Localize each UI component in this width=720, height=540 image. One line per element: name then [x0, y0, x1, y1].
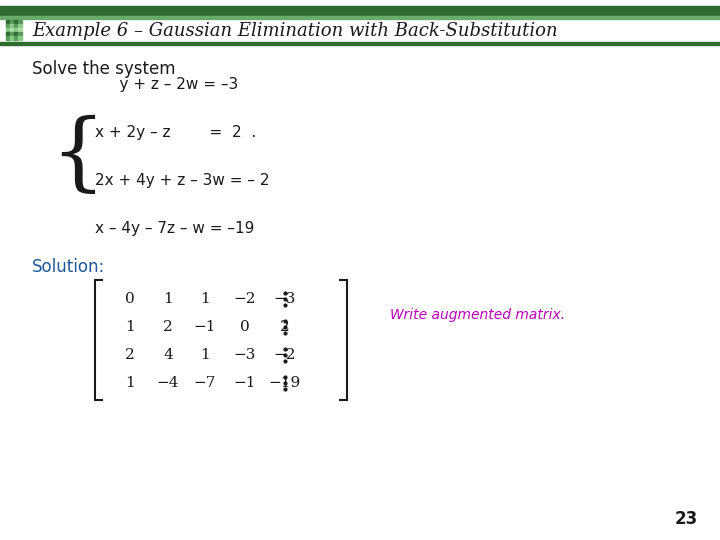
- Bar: [18, 28, 22, 32]
- Bar: [10, 24, 14, 28]
- Text: 0: 0: [240, 320, 250, 334]
- Text: 23: 23: [675, 510, 698, 528]
- Text: −1: −1: [194, 320, 216, 334]
- Bar: [0, 42, 720, 44]
- Text: 1: 1: [163, 292, 173, 306]
- Bar: [6, 32, 10, 36]
- Bar: [14, 36, 18, 40]
- Text: {: {: [50, 115, 105, 198]
- Bar: [14, 28, 18, 32]
- Bar: [18, 20, 22, 24]
- Text: 1: 1: [200, 348, 210, 362]
- Text: Example 6 – Gaussian Elimination with Back-Substitution: Example 6 – Gaussian Elimination with Ba…: [32, 22, 557, 40]
- Bar: [18, 32, 22, 36]
- Text: −7: −7: [194, 376, 216, 390]
- Text: −2: −2: [274, 348, 296, 362]
- Text: x + 2y – z        =  2  .: x + 2y – z = 2 .: [95, 125, 256, 140]
- Bar: [6, 28, 10, 32]
- Bar: [6, 20, 10, 24]
- Bar: [10, 36, 14, 40]
- Text: −3: −3: [274, 292, 296, 306]
- Text: Solution:: Solution:: [32, 258, 105, 276]
- Text: 2: 2: [163, 320, 173, 334]
- Text: 1: 1: [200, 292, 210, 306]
- Bar: [18, 36, 22, 40]
- Bar: [14, 24, 18, 28]
- Text: 0: 0: [125, 292, 135, 306]
- Bar: [0, 16, 720, 19]
- Text: −19: −19: [269, 376, 301, 390]
- Text: 2: 2: [280, 320, 290, 334]
- Bar: [6, 36, 10, 40]
- Bar: [18, 24, 22, 28]
- Text: x – 4y – 7z – w = –19: x – 4y – 7z – w = –19: [95, 220, 254, 235]
- Text: −2: −2: [234, 292, 256, 306]
- Bar: [14, 20, 18, 24]
- Bar: [6, 24, 10, 28]
- Text: y + z – 2w = –3: y + z – 2w = –3: [95, 78, 238, 92]
- Text: −1: −1: [234, 376, 256, 390]
- Text: 2: 2: [125, 348, 135, 362]
- Text: 1: 1: [125, 320, 135, 334]
- Text: Write augmented matrix.: Write augmented matrix.: [390, 308, 565, 322]
- Bar: [10, 32, 14, 36]
- Bar: [10, 28, 14, 32]
- Text: 1: 1: [125, 376, 135, 390]
- Text: 2x + 4y + z – 3w = – 2: 2x + 4y + z – 3w = – 2: [95, 173, 269, 188]
- Text: −4: −4: [157, 376, 179, 390]
- Text: Solve the system: Solve the system: [32, 60, 176, 78]
- Bar: [0, 6, 720, 16]
- Bar: [10, 20, 14, 24]
- Text: 4: 4: [163, 348, 173, 362]
- Bar: [14, 32, 18, 36]
- Bar: [0, 0, 720, 6]
- Text: −3: −3: [234, 348, 256, 362]
